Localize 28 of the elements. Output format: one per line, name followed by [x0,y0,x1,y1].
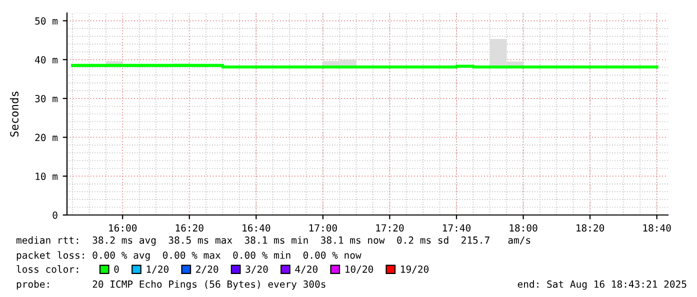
y-tick-label: 0 [52,212,58,219]
legend-label: 19/20 [401,265,429,274]
y-tick-label: 10 m [36,172,58,180]
legend-label: 1/20 [146,265,168,274]
x-tick-label: 17:20 [376,224,404,232]
y-tick-label: 30 m [35,94,58,102]
text: probe: 20 ICMP Echo Pings (56 Bytes) every 300s [16,280,326,290]
y-tick-label: 20 m [35,134,58,142]
x-tick-label: 18:00 [510,224,538,232]
x-tick-label: 18:40 [643,224,671,232]
text: packet loss: 0.00 % avg 0.00 % max 0.00 % min 0.00 % now [16,251,362,261]
y-axis-title: Seconds [10,92,19,137]
x-tick-label: 17:00 [309,224,337,232]
x-tick-label: 18:20 [576,224,604,232]
legend-label: 10/20 [346,265,373,274]
text: end: Sat Aug 16 18:43:21 2025 [518,280,686,290]
legend-label: 3/20 [246,265,268,274]
x-tick-label: 16:40 [242,224,270,232]
y-tick-label: 40 m [35,56,58,64]
legend-label: 0 [114,265,119,273]
text: median rtt: 38.2 ms avg 38.5 ms max 38.1 ms min 38.1 ms now 0.2 ms sd 215.7 am/s [16,236,530,246]
legend-label: 4/20 [295,265,318,274]
legend-label: 2/20 [196,265,218,274]
y-tick-label: 50 m [35,17,58,25]
x-tick-label: 17:40 [443,224,470,232]
legend-title: loss color: [16,265,78,273]
x-tick-label: 16:00 [109,224,137,232]
x-tick-label: 16:20 [176,224,204,232]
